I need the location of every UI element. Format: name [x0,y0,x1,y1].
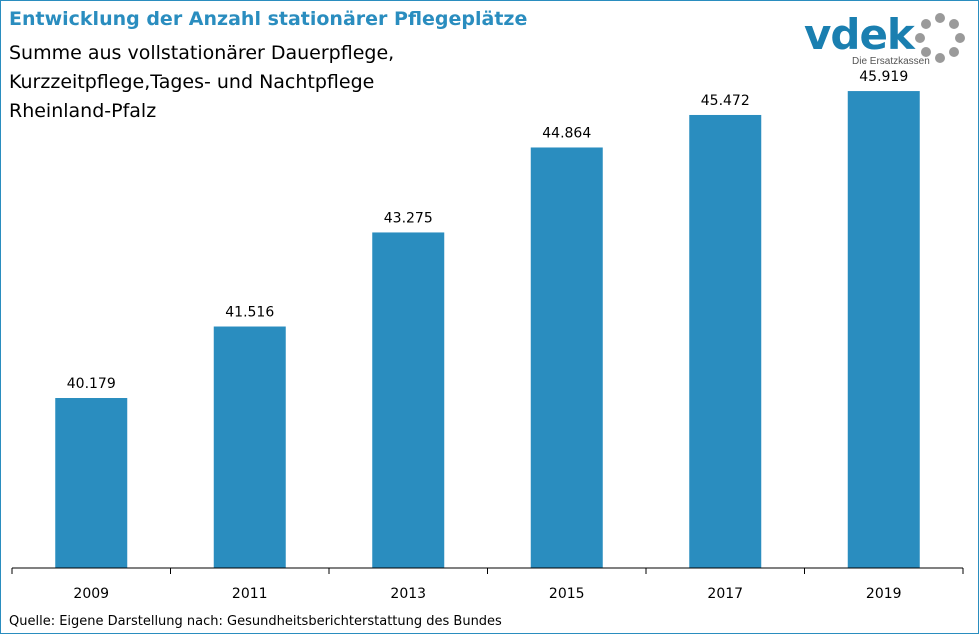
vdek-logo: vdek Die Ersatzkassen [800,10,970,72]
logo-ring-icon [915,13,965,63]
data-label: 43.275 [384,210,433,226]
bar [689,114,762,568]
x-tick-label: 2015 [549,586,585,602]
chart-subtitle: Summe aus vollstationärer Dauerpflege, K… [9,39,394,126]
data-label: 45.472 [701,93,750,109]
x-tick-label: 2019 [866,586,902,602]
subtitle-line-2: Kurzzeitpflege,Tages- und Nachtpflege [9,71,375,93]
bar [847,91,920,568]
data-label: 40.179 [67,376,116,392]
bar [213,326,286,568]
x-tick-label: 2013 [390,586,426,602]
subtitle-line-3: Rheinland-Pfalz [9,100,157,122]
data-label: 44.864 [542,125,591,141]
subtitle-line-1: Summe aus vollstationärer Dauerpflege, [9,42,395,64]
bar [55,398,128,568]
x-tick-label: 2017 [707,586,743,602]
chart-title: Entwicklung der Anzahl stationärer Pfleg… [9,8,528,30]
logo-tagline: Die Ersatzkassen [852,56,930,67]
x-tick-label: 2011 [232,586,268,602]
bar [372,232,445,568]
logo-wordmark: vdek [804,10,915,59]
x-tick-label: 2009 [73,586,109,602]
data-label: 41.516 [225,305,274,321]
bar [530,147,603,568]
data-label: 45.919 [859,69,908,85]
source-note: Quelle: Eigene Darstellung nach: Gesundh… [9,614,502,629]
